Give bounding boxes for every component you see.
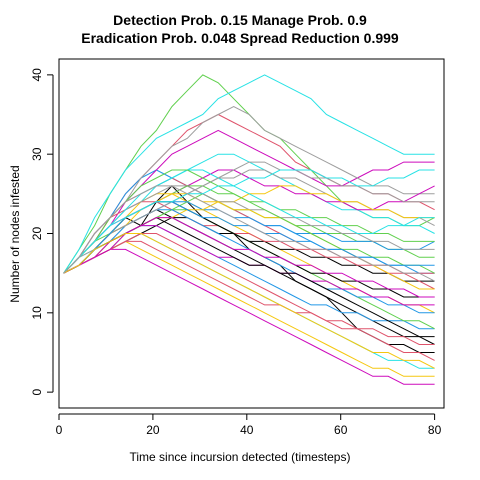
- x-tick-label: 60: [334, 423, 348, 437]
- series-line: [64, 202, 435, 289]
- series-line: [64, 154, 435, 273]
- y-axis-label: Number of nodes infested: [8, 134, 22, 334]
- x-axis-label: Time since incursion detected (timesteps…: [0, 450, 480, 464]
- series-line: [64, 75, 435, 273]
- series-line: [64, 234, 435, 369]
- series-line: [64, 75, 435, 273]
- x-tick-label: 20: [146, 423, 160, 437]
- series-group: [64, 75, 435, 384]
- y-tick-label: 0: [30, 388, 44, 395]
- x-tick-label: 0: [56, 423, 63, 437]
- y-tick-label: 20: [30, 227, 44, 241]
- series-line: [64, 210, 435, 329]
- y-tick-label: 40: [30, 68, 44, 82]
- x-tick-label: 80: [428, 423, 442, 437]
- series-line: [64, 107, 435, 274]
- y-tick-label: 30: [30, 147, 44, 161]
- series-line: [64, 234, 435, 369]
- y-tick-label: 10: [30, 306, 44, 320]
- series-line: [64, 249, 435, 384]
- x-tick-label: 40: [240, 423, 254, 437]
